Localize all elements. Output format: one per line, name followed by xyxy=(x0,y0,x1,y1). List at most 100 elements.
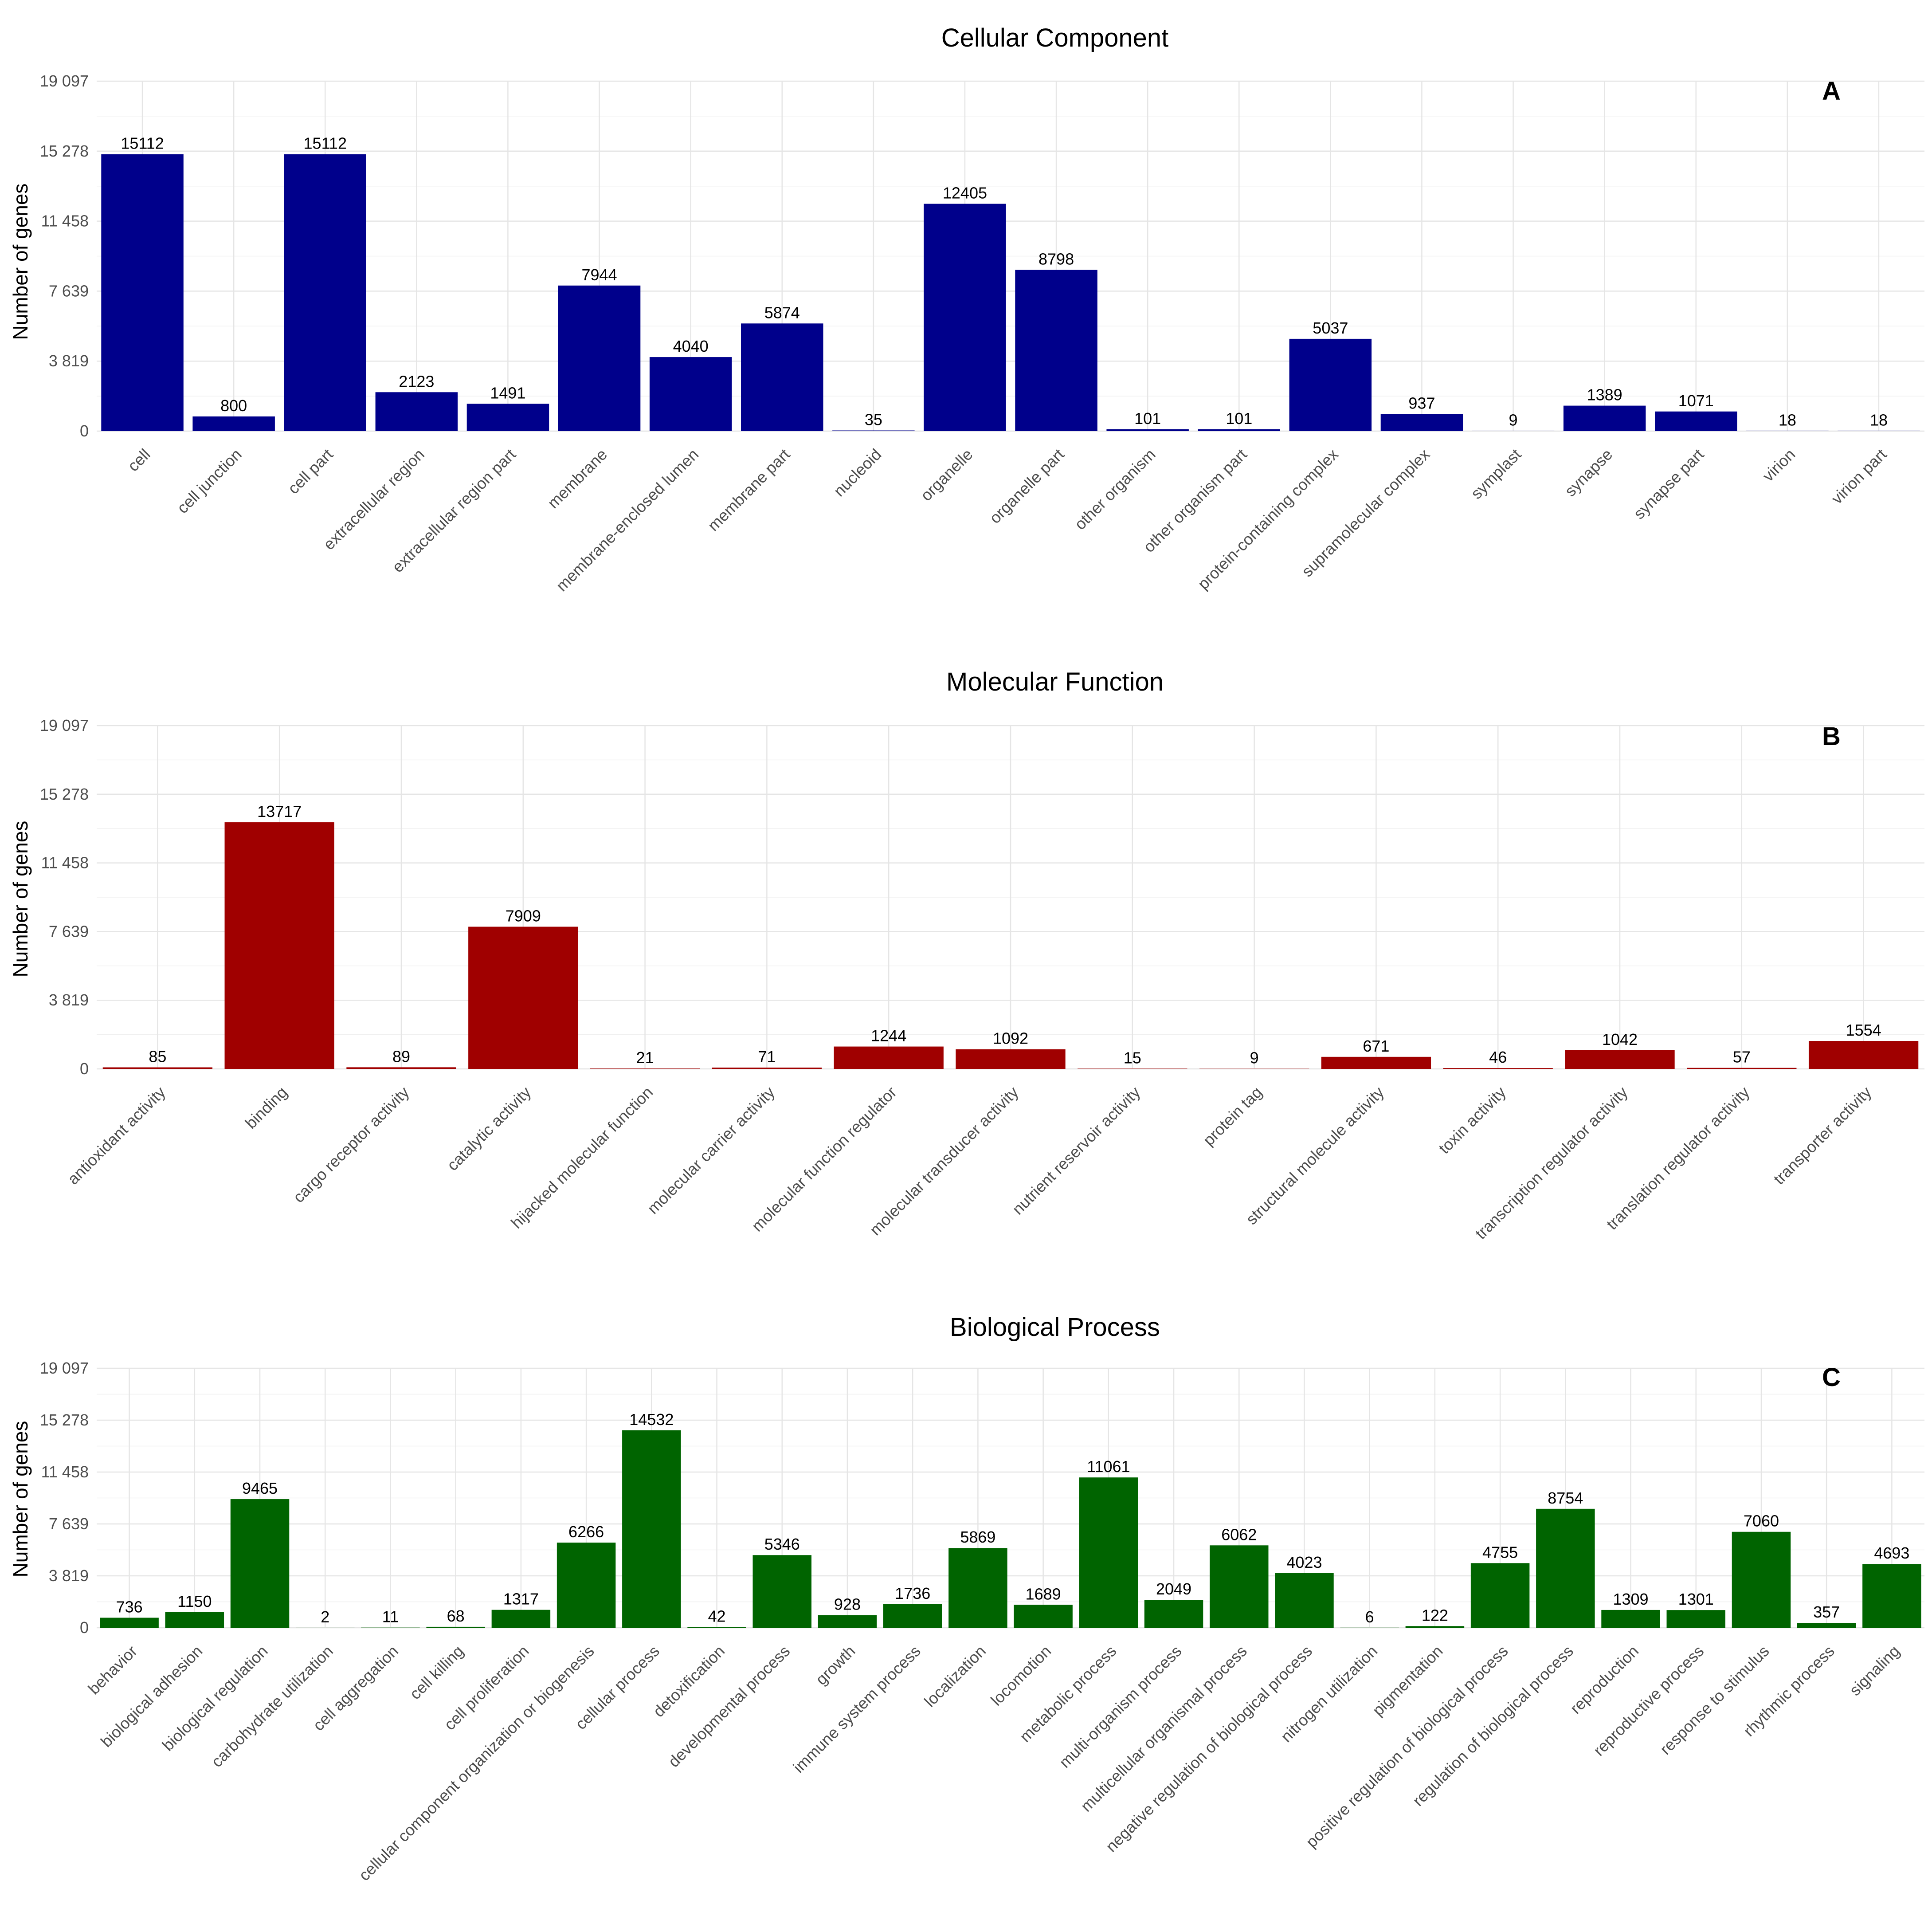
bar-structural-molecule-activity[interactable] xyxy=(1321,1056,1431,1069)
bar-detoxification[interactable] xyxy=(687,1627,746,1628)
value-label: 57 xyxy=(1733,1048,1751,1066)
bar-behavior[interactable] xyxy=(100,1618,159,1628)
value-label: 1317 xyxy=(503,1590,539,1608)
bar-synapse[interactable] xyxy=(1563,405,1646,431)
bar-cargo-receptor-activity[interactable] xyxy=(346,1067,456,1069)
bar-locomotion[interactable] xyxy=(1014,1605,1073,1628)
x-tick-label: virion xyxy=(1759,445,1799,485)
x-tick-label: hijacked molecular function xyxy=(507,1083,656,1232)
bar-multicellular-organismal-process[interactable] xyxy=(1210,1545,1269,1628)
bar-nutrient-reservoir-activity[interactable] xyxy=(1078,1068,1187,1069)
bar-translation-regulator-activity[interactable] xyxy=(1687,1068,1797,1069)
bar-metabolic-process[interactable] xyxy=(1079,1477,1138,1628)
panel-letter: B xyxy=(1822,722,1841,751)
bar-catalytic-activity[interactable] xyxy=(468,927,578,1069)
value-label: 1491 xyxy=(490,384,525,402)
value-label: 15112 xyxy=(121,134,164,153)
bar-cell-part[interactable] xyxy=(284,154,366,431)
value-label: 928 xyxy=(834,1595,861,1614)
value-label: 101 xyxy=(1134,409,1161,428)
bar-developmental-process[interactable] xyxy=(752,1555,811,1628)
bar-extracellular-region-part[interactable] xyxy=(466,404,549,431)
x-tick-label: cell part xyxy=(284,445,337,498)
bar-organelle-part[interactable] xyxy=(1015,270,1097,431)
bar-negative-regulation-of-biological-process[interactable] xyxy=(1275,1573,1334,1628)
bar-molecular-carrier-activity[interactable] xyxy=(712,1068,822,1069)
value-label: 2049 xyxy=(1156,1580,1191,1598)
bar-organelle[interactable] xyxy=(924,204,1006,432)
bar-cellular-component-organization-or-biogenesis[interactable] xyxy=(556,1543,616,1628)
bar-pigmentation[interactable] xyxy=(1405,1626,1465,1628)
value-label: 46 xyxy=(1489,1048,1507,1066)
bar-molecular-transducer-activity[interactable] xyxy=(956,1049,1066,1069)
y-tick-label: 3 819 xyxy=(49,991,89,1009)
y-tick-label: 7 639 xyxy=(49,1515,89,1533)
value-label: 6266 xyxy=(568,1523,604,1541)
chart-title: Biological Process xyxy=(950,1313,1160,1342)
bar-reproductive-process[interactable] xyxy=(1666,1610,1725,1628)
bar-other-organism-part[interactable] xyxy=(1198,429,1280,431)
bar-antioxidant-activity[interactable] xyxy=(102,1067,213,1069)
x-tick-label: locomotion xyxy=(987,1642,1054,1709)
y-tick-label: 3 819 xyxy=(49,1567,89,1585)
x-tick-label: signaling xyxy=(1846,1642,1903,1699)
bar-molecular-function-regulator[interactable] xyxy=(834,1046,944,1069)
bar-other-organism[interactable] xyxy=(1106,429,1189,431)
x-tick-label: organelle part xyxy=(986,445,1068,527)
bar-supramolecular-complex[interactable] xyxy=(1380,414,1463,431)
x-tick-label: cellular component organization or bioge… xyxy=(355,1642,598,1885)
bar-transporter-activity[interactable] xyxy=(1808,1041,1919,1069)
bar-biological-regulation[interactable] xyxy=(230,1499,290,1628)
bar-response-to-stimulus[interactable] xyxy=(1732,1531,1791,1628)
bar-rhythmic-process[interactable] xyxy=(1797,1623,1856,1628)
y-tick-label: 0 xyxy=(80,1060,89,1078)
bar-cell[interactable] xyxy=(101,154,184,431)
bar-cell-junction[interactable] xyxy=(192,416,275,431)
y-tick-label: 3 819 xyxy=(49,352,89,370)
value-label: 1244 xyxy=(871,1027,906,1045)
value-label: 1150 xyxy=(177,1592,212,1610)
x-tick-label: virion part xyxy=(1828,445,1890,508)
y-tick-label: 7 639 xyxy=(49,282,89,300)
y-tick-label: 0 xyxy=(80,422,89,440)
bar-regulation-of-biological-process[interactable] xyxy=(1536,1508,1595,1628)
bar-immune-system-process[interactable] xyxy=(883,1604,942,1628)
value-label: 15112 xyxy=(304,134,347,153)
value-label: 1309 xyxy=(1613,1590,1648,1608)
bar-toxin-activity[interactable] xyxy=(1443,1068,1553,1069)
value-label: 1554 xyxy=(1846,1021,1881,1039)
bar-signaling[interactable] xyxy=(1862,1564,1921,1628)
bar-membrane[interactable] xyxy=(558,285,641,431)
y-tick-label: 15 278 xyxy=(40,142,89,160)
x-tick-label: extracellular region xyxy=(320,445,428,554)
bar-synapse-part[interactable] xyxy=(1655,411,1737,431)
x-tick-label: molecular carrier activity xyxy=(644,1083,778,1217)
value-label: 736 xyxy=(116,1598,143,1616)
x-tick-label: reproductive process xyxy=(1590,1642,1707,1759)
value-label: 4693 xyxy=(1874,1544,1909,1562)
panel-cellular-component: 0 3 819 7 639 11 458 15 278 19 097 15112 cell 80… xyxy=(9,24,1924,595)
bar-growth[interactable] xyxy=(818,1615,877,1628)
bar-biological-adhesion[interactable] xyxy=(165,1612,224,1628)
bar-extracellular-region[interactable] xyxy=(375,392,458,431)
bar-binding[interactable] xyxy=(224,822,334,1069)
bar-membrane-enclosed-lumen[interactable] xyxy=(649,357,732,431)
bar-localization[interactable] xyxy=(948,1548,1007,1628)
bar-reproduction[interactable] xyxy=(1601,1610,1660,1628)
value-label: 5869 xyxy=(960,1528,995,1546)
bar-cellular-process[interactable] xyxy=(622,1430,681,1628)
bar-membrane-part[interactable] xyxy=(741,323,823,431)
value-label: 4755 xyxy=(1482,1543,1518,1561)
bar-cell-proliferation[interactable] xyxy=(491,1610,551,1628)
x-tick-label: nutrient reservoir activity xyxy=(1009,1083,1144,1218)
y-axis-label: Number of genes xyxy=(9,821,32,978)
bar-multi-organism-process[interactable] xyxy=(1144,1600,1203,1628)
value-label: 4040 xyxy=(673,337,709,355)
bar-transcription-regulator-activity[interactable] xyxy=(1565,1050,1675,1069)
bar-hijacked-molecular-function[interactable] xyxy=(590,1068,700,1069)
bar-cell-killing[interactable] xyxy=(426,1626,485,1628)
value-label: 12405 xyxy=(943,184,987,202)
bar-positive-regulation-of-biological-process[interactable] xyxy=(1470,1563,1530,1628)
bar-protein-containing-complex[interactable] xyxy=(1289,338,1372,431)
